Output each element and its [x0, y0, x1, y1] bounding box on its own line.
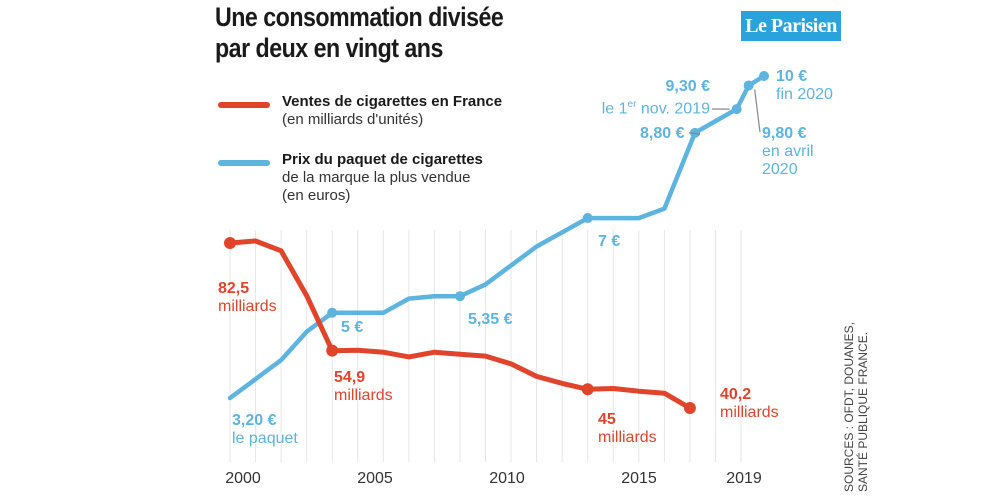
source-note: SOURCES : OFDT, DOUANES, SANTÉ PUBLIQUE …: [842, 322, 870, 492]
source-line-2: SANTÉ PUBLIQUE FRANCE.: [856, 331, 870, 492]
source-line-1: SOURCES : OFDT, DOUANES,: [842, 321, 856, 492]
price-point-3: [690, 127, 701, 138]
label-price-2009-value: 5,35 €: [468, 311, 513, 328]
sales-point-3: [683, 402, 696, 414]
label-price-2009: 5,35 €: [468, 311, 512, 329]
label-price-end-2020: 10 € fin 2020: [776, 68, 833, 104]
label-price-2000: 3,20 € le paquet: [232, 412, 298, 448]
nov-2019-date-suffix: nov. 2019: [636, 100, 710, 118]
x-tick-2000: 2000: [225, 470, 261, 487]
label-price-2000-unit: le paquet: [232, 430, 298, 447]
label-price-end-2020-value: 10 €: [776, 68, 808, 85]
legend-sales-subtitle: (en milliards d'unités): [282, 111, 424, 128]
label-price-nov-2019-date: le 1er nov. 2019: [595, 96, 710, 118]
label-price-end-2020-date: fin 2020: [776, 86, 833, 103]
label-price-nov-2019-value: 9,30 €: [665, 78, 710, 95]
price-point-5: [743, 80, 754, 91]
legend-sales-title: Ventes de cigarettes en France: [282, 93, 503, 110]
label-sales-2004-unit: milliards: [334, 387, 393, 404]
label-sales-2014-value: 45: [598, 411, 616, 428]
price-point-2: [582, 213, 593, 224]
price-point-4: [731, 104, 742, 115]
label-price-2004-value: 5 €: [341, 319, 364, 336]
label-price-apr-2020-value: 9,80 €: [762, 125, 807, 142]
label-sales-2004-value: 54,9: [334, 369, 366, 386]
legend-price-subtitle-1: de la marque la plus vendue: [282, 169, 471, 186]
annotation-connectors: [688, 89, 761, 135]
sales-point-1: [326, 344, 339, 357]
chart-title: Une consommation divisée par deux en vin…: [215, 2, 504, 64]
price-point-1: [454, 291, 465, 302]
connector-8-80: [688, 132, 701, 135]
label-price-2000-value: 3,20 €: [232, 412, 277, 429]
x-tick-2015: 2015: [621, 470, 657, 487]
label-sales-2018-unit: milliards: [720, 404, 779, 421]
label-sales-2018: 40,2 milliards: [720, 386, 779, 422]
connector-9-80: [754, 89, 761, 133]
sales-point-0: [224, 237, 236, 249]
x-tick-2010: 2010: [489, 470, 525, 487]
label-price-2014-value: 7 €: [598, 233, 621, 250]
title-line-1: Une consommation divisée: [215, 2, 504, 32]
legend-price: Prix du paquet de cigarettes de la marqu…: [282, 151, 483, 205]
x-tick-2005: 2005: [357, 470, 393, 487]
legend-price-subtitle-2: (en euros): [282, 187, 351, 204]
x-tick-2019: 2019: [726, 470, 762, 487]
price-point-6: [759, 71, 769, 81]
label-price-apr-2020-date-1: en avril: [762, 143, 814, 160]
label-sales-2014-unit: milliards: [598, 429, 657, 446]
data-points: [224, 71, 769, 414]
legend-key-sales: [218, 102, 270, 108]
label-sales-2004: 54,9 milliards: [334, 369, 393, 405]
gridlines: [229, 230, 742, 462]
legend-sales: Ventes de cigarettes en France (en milli…: [282, 93, 502, 129]
label-price-apr-2020: 9,80 € en avril 2020: [762, 125, 814, 179]
label-price-2018-value: 8,80 €: [640, 125, 685, 142]
label-price-nov-2019: 9,30 € le 1er nov. 2019: [595, 78, 710, 118]
sales-point-2: [581, 383, 594, 396]
label-sales-2000-unit: milliards: [218, 298, 277, 315]
title-line-2: par deux en vingt ans: [215, 33, 443, 63]
label-price-2004: 5 €: [341, 319, 363, 337]
label-price-2014: 7 €: [598, 233, 620, 251]
price-point-0: [327, 307, 338, 318]
legend-price-title: Prix du paquet de cigarettes: [282, 151, 483, 168]
label-price-apr-2020-date-2: 2020: [762, 161, 798, 178]
legend-key-price: [218, 160, 270, 166]
label-sales-2000-value: 82,5: [218, 280, 250, 297]
nov-2019-date-prefix: le 1: [601, 100, 628, 118]
sales-line: [227, 238, 693, 411]
label-sales-2018-value: 40,2: [720, 386, 752, 403]
label-sales-2014: 45 milliards: [598, 411, 657, 447]
label-sales-2000: 82,5 milliards: [218, 280, 277, 316]
nov-2019-date-superscript: er: [627, 99, 637, 110]
publisher-logo: Le Parisien: [741, 11, 841, 41]
series-lines: [227, 73, 767, 411]
label-price-2018: 8,80 €: [640, 125, 684, 143]
